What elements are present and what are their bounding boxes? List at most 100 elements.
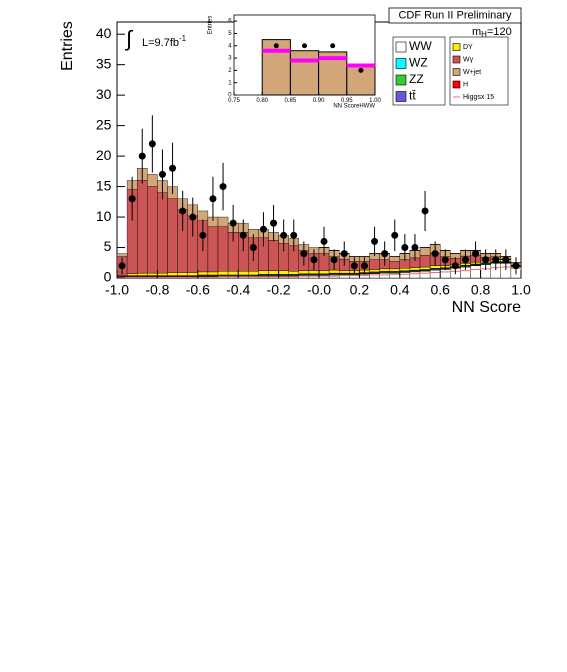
stack-segment: [299, 271, 309, 274]
legend-label: WZ: [409, 56, 428, 70]
data-point: [139, 153, 146, 160]
stack-segment: [380, 273, 390, 278]
stack-segment: [208, 227, 218, 272]
stack-segment: [157, 193, 167, 273]
data-point: [149, 140, 156, 147]
stack-segment: [208, 272, 218, 275]
stack-segment: [168, 199, 178, 273]
legend-swatch: [453, 81, 460, 88]
legend-label: W+jet: [463, 69, 481, 76]
stack-segment: [390, 262, 400, 269]
stack-segment: [410, 272, 420, 278]
data-point: [452, 262, 459, 269]
lumi-sup: -1: [179, 34, 187, 43]
data-point: [341, 250, 348, 257]
legend-label: H: [463, 81, 468, 88]
legend-label: WW: [409, 39, 432, 53]
stack-segment: [370, 269, 380, 271]
stack-segment: [258, 271, 268, 275]
data-point: [300, 250, 307, 257]
legend-swatch: [453, 44, 460, 51]
lumi-label: L=9.7fb-1: [142, 34, 187, 49]
data-point: [230, 220, 237, 227]
stack-segment: [430, 266, 440, 268]
x-tick-label: 1.00: [369, 98, 381, 104]
data-point: [129, 195, 136, 202]
x-tick-label: 0.95: [341, 98, 353, 104]
stack-segment: [147, 187, 157, 274]
data-point: [179, 207, 186, 214]
stack-segment: [420, 271, 430, 278]
data-point: [358, 68, 363, 73]
data-point: [310, 256, 317, 263]
data-point: [159, 171, 166, 178]
legend-label: tt̄: [409, 89, 416, 103]
stack-segment: [218, 217, 228, 227]
stack-segment: [471, 266, 481, 278]
stack-segment: [279, 271, 289, 275]
stack-segment: [218, 227, 228, 271]
stack-segment: [198, 211, 208, 221]
x-tick-label: 0.4: [390, 281, 410, 297]
x-tick-label: 0.6: [430, 281, 450, 297]
y-tick-label: 2: [228, 68, 232, 74]
inset-y-label: Entries: [208, 16, 214, 35]
stack-segment: [198, 272, 208, 275]
lumi-integral: ∫: [124, 26, 134, 51]
data-point: [422, 207, 429, 214]
stack-segment: [420, 267, 430, 269]
y-tick-label: 30: [96, 86, 112, 102]
chart-title: CDF Run II Preliminary: [398, 9, 512, 21]
x-tick-label: 1.0: [511, 281, 531, 297]
legend-swatch: [396, 59, 406, 69]
x-tick-label: 0.85: [285, 98, 297, 104]
y-tick-label: 4: [228, 43, 232, 49]
data-point: [119, 262, 126, 269]
data-point: [351, 262, 358, 269]
y-tick-label: 40: [96, 25, 112, 41]
stack-segment: [289, 271, 299, 274]
stack-segment: [188, 273, 198, 276]
y-tick-label: 35: [96, 55, 112, 71]
data-point: [482, 256, 489, 263]
stack-segment: [178, 273, 188, 276]
x-tick-label: 0.80: [256, 98, 268, 104]
stack-segment: [147, 174, 157, 186]
y-tick-label: 5: [104, 238, 112, 254]
data-point: [381, 250, 388, 257]
data-point: [401, 244, 408, 251]
stack-segment: [329, 270, 339, 273]
data-point: [462, 256, 469, 263]
data-point: [250, 244, 257, 251]
stack-segment: [248, 271, 258, 275]
data-point: [502, 256, 509, 263]
data-point: [331, 256, 338, 263]
stack-segment: [157, 273, 167, 275]
data-point: [209, 195, 216, 202]
data-point: [391, 232, 398, 239]
stack-segment: [370, 274, 380, 278]
x-tick-label: -0.4: [226, 281, 250, 297]
stack-segment: [420, 248, 430, 256]
data-point: [432, 250, 439, 257]
data-point: [442, 256, 449, 263]
legend-swatch: [396, 42, 406, 52]
stack-segment: [400, 268, 410, 270]
legend-label: ZZ: [409, 72, 424, 86]
y-tick-label: 20: [96, 147, 112, 163]
y-tick-label: 1: [228, 80, 232, 86]
y-tick-label: 15: [96, 177, 112, 193]
mass-main: m: [472, 26, 481, 38]
stack-segment: [218, 271, 228, 275]
x-tick-label: 0.8: [471, 281, 491, 297]
legend-label: Wγ: [463, 56, 474, 63]
data-point: [290, 232, 297, 239]
data-point: [411, 244, 418, 251]
stack-segment: [390, 257, 400, 262]
stack-segment: [319, 271, 329, 274]
data-point: [302, 43, 307, 48]
legend-label: Higgsx 15: [463, 94, 494, 101]
x-tick-label: -0.2: [267, 281, 291, 297]
stack-segment: [430, 270, 440, 278]
